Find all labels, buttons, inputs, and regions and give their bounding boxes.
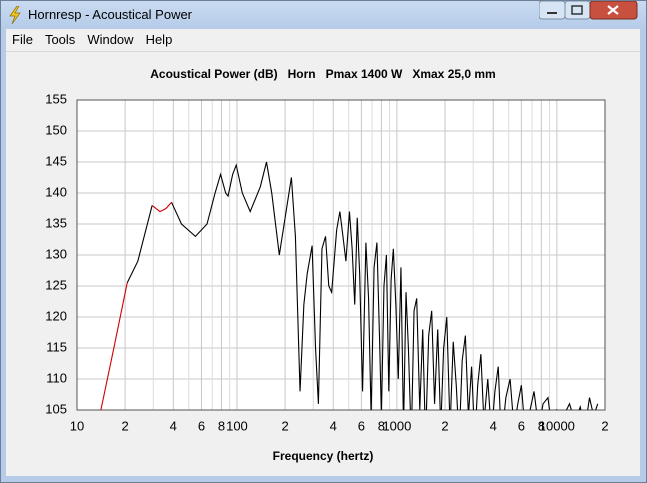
x-tick-label: 6 [198,418,205,433]
x-tick-label: 2 [122,418,129,433]
menu-item[interactable]: Window [87,32,134,47]
menu-item[interactable]: Help [145,32,173,47]
chart-title: Acoustical Power (dB) Horn Pmax 1400 W X… [150,67,495,81]
x-tick-label: 10 [70,418,84,433]
y-tick-label: 150 [45,122,67,137]
line-series [126,161,599,410]
window-controls[interactable] [539,1,643,21]
x-tick-label: 4 [490,418,497,433]
x-tick-label: 4 [170,418,177,433]
plot-lines [100,161,599,410]
plot-border [76,99,606,411]
x-tick-label: 8 [378,418,385,433]
x-tick-label: 4 [330,418,337,433]
x-tick-label: 10000 [539,418,575,433]
x-tick-label: 8 [538,418,545,433]
y-tick-label: 120 [45,308,67,323]
y-tick-label: 155 [45,91,67,106]
x-tick-label: 1000 [382,418,411,433]
x-tick-label: 8 [218,418,225,433]
menu-item[interactable]: File [12,32,33,47]
y-tick-label: 125 [45,277,67,292]
line-series [100,201,172,410]
y-tick-label: 135 [45,215,67,230]
x-tick-label: 2 [441,418,448,433]
menu-bar: File Tools Window Help [6,29,640,52]
x-axis-label: Frequency (hertz) [273,449,374,463]
app-icon [9,6,21,24]
x-tick-label: 100 [226,418,248,433]
window-title: Hornresp - Acoustical Power [28,7,193,22]
x-tick-label: 6 [358,418,365,433]
y-tick-label: 130 [45,246,67,261]
y-tick-label: 140 [45,184,67,199]
y-tick-label: 110 [46,370,67,385]
x-tick-label: 6 [518,418,525,433]
y-tick-label: 105 [45,401,67,416]
y-tick-label: 145 [45,153,67,168]
x-tick-label: 2 [281,418,288,433]
y-tick-label: 115 [46,339,67,354]
x-tick-label: 2 [601,418,608,433]
menu-item[interactable]: Tools [44,32,76,47]
